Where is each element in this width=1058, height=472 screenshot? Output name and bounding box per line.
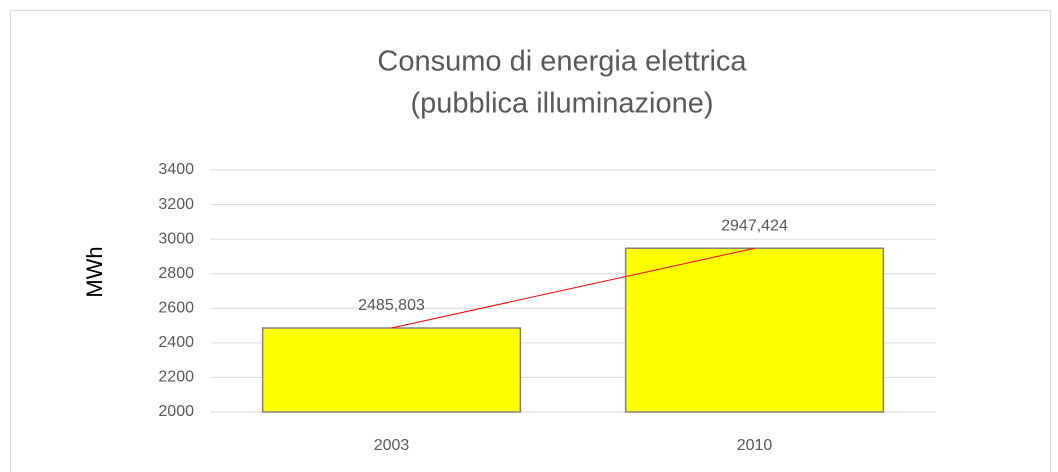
chart-title: (pubblica illuminazione) — [410, 88, 713, 120]
y-axis-label: MWh — [82, 246, 107, 297]
bar — [261, 327, 522, 413]
y-tick-label: 2000 — [158, 403, 194, 420]
trendline — [391, 247, 755, 329]
x-tick-label: 2003 — [374, 437, 410, 454]
bar — [624, 247, 885, 413]
y-tick-label: 2200 — [158, 369, 194, 386]
y-tick-label: 3400 — [158, 161, 194, 178]
data-label: 2485,803 — [358, 297, 425, 314]
chart-title: Consumo di energia elettrica — [377, 46, 747, 78]
y-tick-label: 3000 — [158, 230, 194, 247]
y-tick-label: 3200 — [158, 196, 194, 213]
y-tick-label: 2600 — [158, 300, 194, 317]
y-tick-label: 2800 — [158, 265, 194, 282]
y-tick-label: 2400 — [158, 334, 194, 351]
x-tick-label: 2010 — [737, 437, 773, 454]
data-label: 2947,424 — [721, 217, 788, 234]
